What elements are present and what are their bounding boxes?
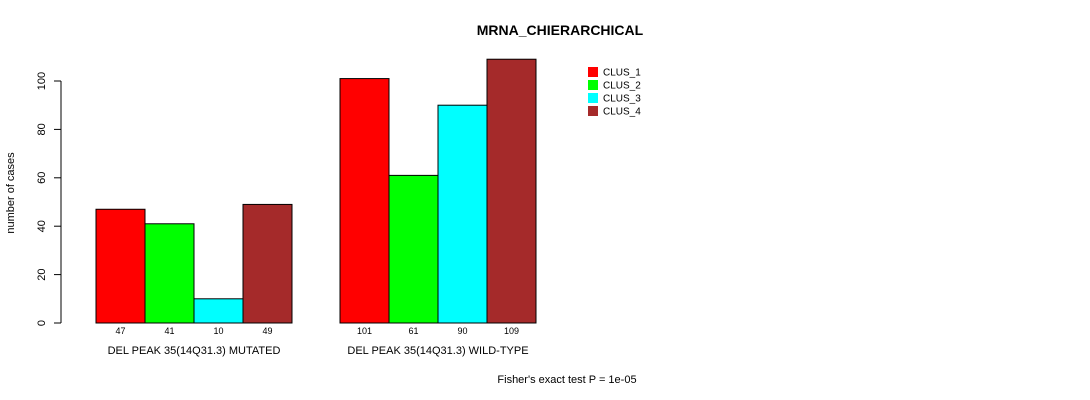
bar-count-label: 49 [262, 326, 272, 336]
y-axis-label: number of cases [5, 152, 17, 234]
bar-count-label: 41 [164, 326, 174, 336]
y-tick-label: 0 [36, 320, 48, 326]
bars [95, 58, 537, 324]
legend-label: CLUS_4 [603, 107, 641, 118]
legend-label: CLUS_1 [603, 68, 641, 79]
category-label: DEL PEAK 35(14Q31.3) WILD-TYPE [347, 345, 528, 357]
group-labels: DEL PEAK 35(14Q31.3) MUTATED DEL PEAK 35(… [108, 345, 529, 357]
fisher-test-footnote: Fisher's exact test P = 1e-05 [497, 374, 636, 386]
bar-clus-2 [388, 174, 439, 324]
legend-swatch [588, 80, 598, 90]
y-axis: 0 20 40 60 80 100 [36, 72, 62, 326]
bar-clus-3 [437, 104, 488, 324]
y-tick-label: 100 [36, 72, 48, 90]
chart-title: MRNA_CHIERARCHICAL [477, 22, 644, 38]
bar-clus-4 [486, 58, 537, 324]
bar-clus-2 [144, 223, 195, 324]
legend-swatch [588, 93, 598, 103]
legend-swatch [588, 67, 598, 77]
bar-count-label: 101 [357, 326, 372, 336]
bar-clus-3 [193, 298, 244, 324]
bar-count-label: 109 [504, 326, 519, 336]
bar-clus-4 [242, 203, 293, 324]
y-tick-label: 20 [36, 268, 48, 280]
bar-count-label: 90 [457, 326, 467, 336]
bar-clus-1 [339, 78, 390, 324]
y-tick-label: 60 [36, 172, 48, 184]
y-tick-label: 40 [36, 220, 48, 232]
bar-count-label: 10 [213, 326, 223, 336]
bar-count-label: 47 [115, 326, 125, 336]
legend: CLUS_1 CLUS_2 CLUS_3 CLUS_4 [588, 67, 641, 118]
y-tick-label: 80 [36, 123, 48, 135]
category-label: DEL PEAK 35(14Q31.3) MUTATED [108, 345, 281, 357]
bar-count-label: 61 [408, 326, 418, 336]
legend-label: CLUS_3 [603, 94, 641, 105]
legend-swatch [588, 106, 598, 116]
legend-label: CLUS_2 [603, 81, 641, 92]
bar-clus-1 [95, 208, 146, 324]
count-labels: 47 41 10 49 101 61 90 109 [115, 326, 519, 336]
